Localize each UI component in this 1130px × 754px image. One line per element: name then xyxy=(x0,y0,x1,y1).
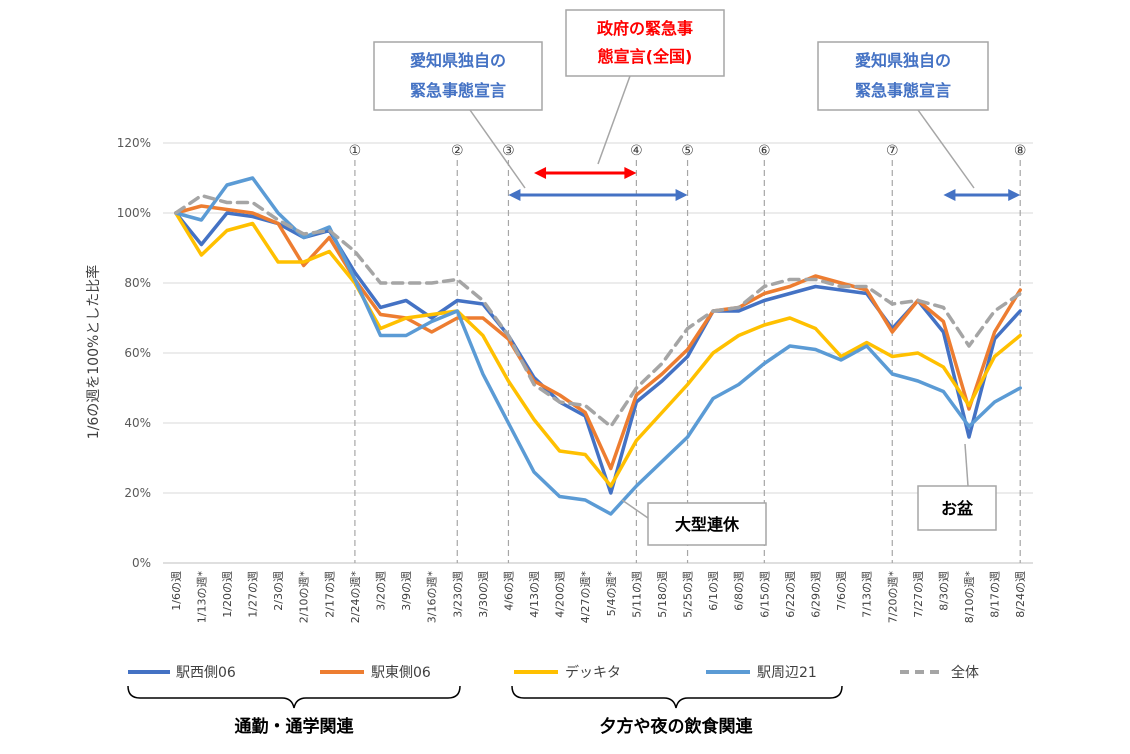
group-commute-label: 通勤・通学関連 xyxy=(235,716,355,737)
y-tick-3: 60% xyxy=(124,346,151,360)
marker-label-7: ⑧ xyxy=(1014,143,1027,159)
x-tick-20: 5/25の週 xyxy=(682,571,695,618)
x-tick-15: 4/20の週 xyxy=(554,571,567,618)
group-commute: 通勤・通学関連 xyxy=(127,685,461,737)
marker-label-0: ① xyxy=(349,143,362,159)
x-tick-25: 6/29の週 xyxy=(810,571,823,618)
x-tick-1: 1/13の週* xyxy=(195,571,208,624)
series-line-1 xyxy=(174,204,1022,471)
marker-label-2: ③ xyxy=(502,143,515,159)
legend-label-4: 全体 xyxy=(951,664,979,681)
x-tick-4: 2/3の週 xyxy=(272,571,285,611)
x-tick-2: 1/20の週 xyxy=(221,571,234,618)
x-tick-19: 5/18の週 xyxy=(656,571,669,618)
callout-aichi-1-line2: 緊急事態宣言 xyxy=(410,81,506,100)
marker-label-3: ④ xyxy=(630,143,643,159)
callout-golden-week: 大型連休 xyxy=(621,499,767,546)
marker-label-1: ② xyxy=(451,143,464,159)
callout-obon-text: お盆 xyxy=(941,499,974,518)
x-tick-13: 4/6の週 xyxy=(502,571,515,611)
group-dining-label: 夕方や夜の飲食関連 xyxy=(600,716,754,737)
y-tick-1: 20% xyxy=(124,486,151,500)
x-tick-18: 5/11の週 xyxy=(630,571,643,618)
series-line-2 xyxy=(174,211,1022,488)
x-tick-33: 8/24の週 xyxy=(1014,571,1027,618)
x-tick-8: 3/2の週 xyxy=(375,571,388,611)
x-tick-29: 7/27の週 xyxy=(912,571,925,618)
x-tick-5: 2/10の週* xyxy=(298,571,311,624)
y-tick-6: 120% xyxy=(117,136,151,150)
x-tick-21: 6/1の週 xyxy=(707,571,720,611)
legend-label-2: デッキタ xyxy=(565,664,621,681)
x-tick-11: 3/23の週 xyxy=(451,571,464,618)
range-arrow-2 xyxy=(943,189,1021,201)
y-tick-4: 80% xyxy=(124,276,151,290)
callout-govt-line2: 態宣言(全国) xyxy=(598,47,693,66)
x-tick-3: 1/27の週 xyxy=(247,571,260,618)
legend-item-4: 全体 xyxy=(900,664,979,681)
range-arrow-1 xyxy=(534,167,637,179)
x-tick-17: 5/4の週* xyxy=(605,571,618,617)
x-tick-32: 8/17の週 xyxy=(989,571,1002,618)
legend-item-1: 駅東側06 xyxy=(320,665,431,681)
x-tick-24: 6/22の週 xyxy=(784,571,797,618)
callout-golden-week-text: 大型連休 xyxy=(675,515,740,534)
x-tick-27: 7/13の週 xyxy=(861,571,874,618)
x-tick-9: 3/9の週 xyxy=(400,571,413,611)
series xyxy=(174,176,1022,516)
legend: 駅西側06 駅東側06 デッキタ 駅周辺21 全体 xyxy=(128,664,979,681)
y-tick-0: 0% xyxy=(132,556,151,570)
range-arrow-0 xyxy=(508,189,688,201)
series-line-4 xyxy=(174,193,1022,429)
y-tick-2: 40% xyxy=(124,416,151,430)
marker-label-6: ⑦ xyxy=(886,143,899,159)
x-tick-26: 7/6の週 xyxy=(835,571,848,611)
legend-label-0: 駅西側06 xyxy=(176,665,236,681)
y-axis: 0% 20% 40% 60% 80% 100% 120% xyxy=(117,136,151,570)
callout-govt-line1: 政府の緊急事 xyxy=(597,19,693,38)
x-tick-16: 4/27の週* xyxy=(579,571,592,624)
marker-label-5: ⑥ xyxy=(758,143,771,159)
legend-label-1: 駅東側06 xyxy=(371,665,431,681)
y-tick-5: 100% xyxy=(117,206,151,220)
grid xyxy=(163,142,1033,564)
legend-label-3: 駅周辺21 xyxy=(757,665,817,681)
x-tick-7: 2/24の週* xyxy=(349,571,362,624)
group-dining: 夕方や夜の飲食関連 xyxy=(511,685,843,737)
legend-item-0: 駅西側06 xyxy=(128,665,236,681)
x-tick-6: 2/17の週 xyxy=(323,571,336,618)
legend-item-2: デッキタ xyxy=(514,664,621,681)
x-tick-0: 1/6の週 xyxy=(170,571,183,611)
x-tick-22: 6/8の週 xyxy=(733,571,746,611)
x-tick-10: 3/16の週* xyxy=(426,571,439,624)
x-tick-31: 8/10の週* xyxy=(963,571,976,624)
x-axis: 1/6の週 1/13の週* 1/20の週 1/27の週 2/3の週 2/10の週* 2/17… xyxy=(170,571,1027,624)
y-axis-label: 1/6の週を100%とした比率 xyxy=(85,265,102,440)
x-tick-14: 4/13の週 xyxy=(528,571,541,618)
callout-aichi-1-line1: 愛知県独自の xyxy=(410,51,506,70)
event-markers: ① ② ③ ④ ⑤ ⑥ ⑦ ⑧ xyxy=(349,143,1027,563)
legend-item-3: 駅周辺21 xyxy=(706,665,817,681)
callout-aichi-1: 愛知県独自の 緊急事態宣言 xyxy=(373,41,543,189)
marker-label-4: ⑤ xyxy=(681,143,694,159)
event-ranges xyxy=(508,167,1021,201)
callout-aichi-2-line1: 愛知県独自の xyxy=(855,51,951,70)
x-tick-30: 8/3の週 xyxy=(937,571,950,611)
callout-obon: お盆 xyxy=(917,443,997,531)
callout-aichi-2-line2: 緊急事態宣言 xyxy=(855,81,951,100)
x-tick-12: 3/30の週 xyxy=(477,571,490,618)
x-tick-28: 7/20の週* xyxy=(886,571,899,624)
x-tick-23: 6/15の週 xyxy=(758,571,771,618)
callout-govt: 政府の緊急事 態宣言(全国) xyxy=(565,9,725,165)
callout-aichi-2: 愛知県独自の 緊急事態宣言 xyxy=(817,41,989,189)
